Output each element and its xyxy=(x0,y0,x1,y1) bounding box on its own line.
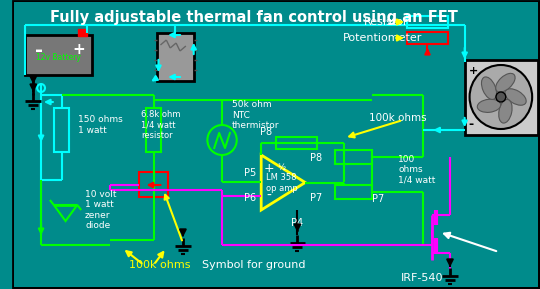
Text: Fully adjustable thermal fan control using an FET: Fully adjustable thermal fan control usi… xyxy=(50,10,458,25)
Text: 150 ohms
1 watt: 150 ohms 1 watt xyxy=(78,115,123,135)
Text: P7: P7 xyxy=(310,193,322,203)
Text: 100k ohms: 100k ohms xyxy=(369,113,427,123)
Text: 50k ohm
NTC
thermistor: 50k ohm NTC thermistor xyxy=(232,100,279,130)
Bar xyxy=(465,60,538,135)
Text: +: + xyxy=(469,66,478,76)
Text: +: + xyxy=(72,42,85,58)
Text: P5: P5 xyxy=(244,168,256,178)
Text: Resistor: Resistor xyxy=(364,17,408,27)
Ellipse shape xyxy=(499,99,512,123)
Bar xyxy=(276,137,317,149)
Text: -: - xyxy=(35,40,43,60)
Ellipse shape xyxy=(477,99,501,112)
Text: 12v Battery: 12v Battery xyxy=(36,53,81,62)
Text: P4: P4 xyxy=(291,218,303,228)
Bar xyxy=(335,185,372,199)
Ellipse shape xyxy=(482,77,496,99)
Text: 10 volt
1 watt
zener
diode: 10 volt 1 watt zener diode xyxy=(85,190,117,230)
Bar xyxy=(407,32,448,44)
Text: 100k ohms: 100k ohms xyxy=(129,260,191,270)
Text: Potentiometer: Potentiometer xyxy=(342,33,422,43)
Bar xyxy=(146,108,161,152)
Text: P7: P7 xyxy=(372,194,384,204)
Ellipse shape xyxy=(505,89,526,105)
Bar xyxy=(335,150,372,164)
Bar xyxy=(407,16,448,28)
Text: P6: P6 xyxy=(244,193,256,203)
Text: Symbol for ground: Symbol for ground xyxy=(202,260,306,270)
Text: P8: P8 xyxy=(310,153,322,163)
Bar xyxy=(139,172,168,197)
Text: P8: P8 xyxy=(260,127,272,137)
Text: 6.8k ohm
1/4 watt
resistor: 6.8k ohm 1/4 watt resistor xyxy=(141,110,180,140)
Text: ½
LM 358
op amp: ½ LM 358 op amp xyxy=(266,163,298,193)
Text: -: - xyxy=(267,189,272,203)
Bar xyxy=(25,35,92,75)
Text: -: - xyxy=(469,118,474,131)
Bar xyxy=(54,108,70,152)
Text: IRF-540: IRF-540 xyxy=(401,273,444,283)
Ellipse shape xyxy=(496,73,515,92)
Text: 100
ohms
1/4 watt: 100 ohms 1/4 watt xyxy=(398,155,436,185)
Circle shape xyxy=(470,65,532,129)
Text: +: + xyxy=(264,162,274,175)
Bar xyxy=(157,33,194,81)
Bar xyxy=(78,29,87,36)
Circle shape xyxy=(496,92,506,102)
